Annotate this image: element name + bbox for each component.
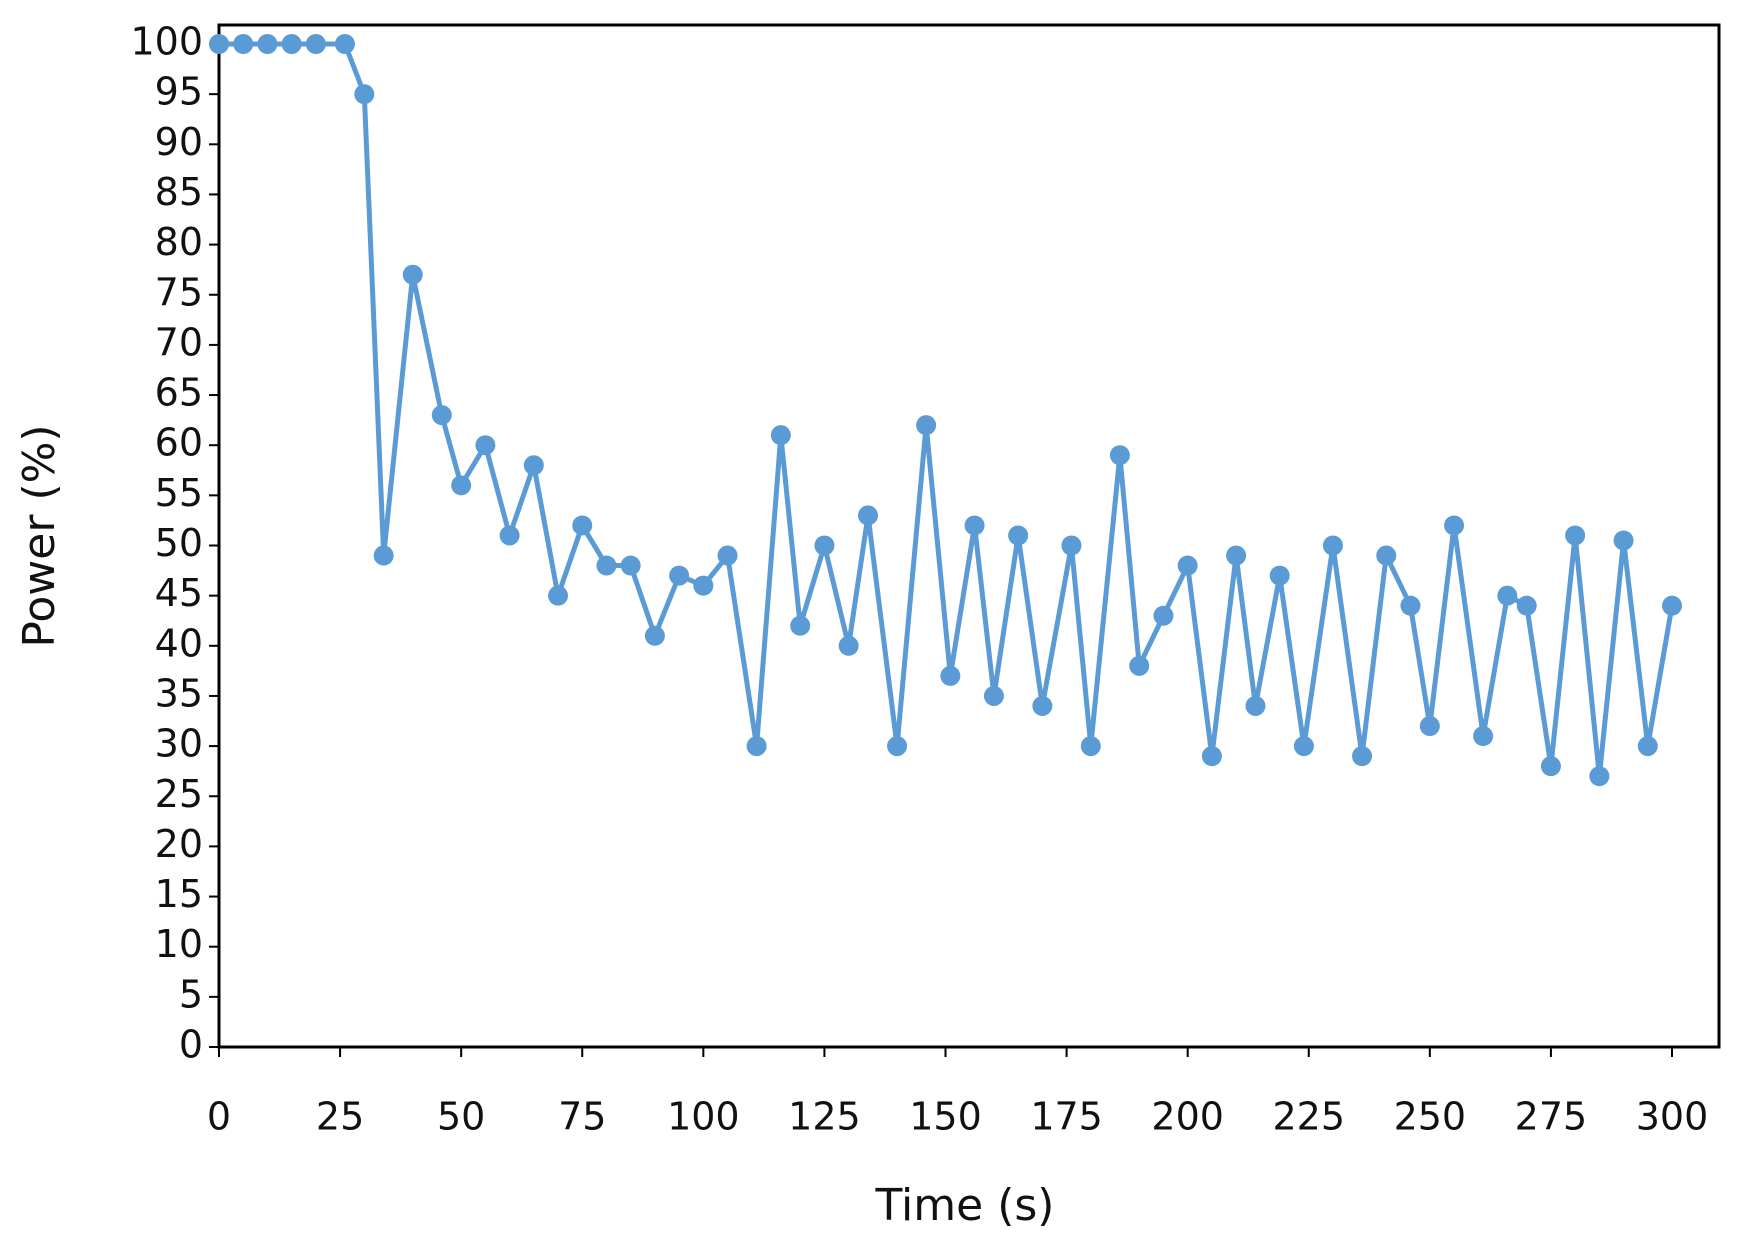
data-point — [1177, 555, 1198, 576]
x-tick-label: 125 — [788, 1095, 861, 1139]
y-axis-title: Power (%) — [14, 424, 65, 647]
data-point — [354, 84, 375, 105]
data-point — [1444, 515, 1465, 536]
y-tick-label: 50 — [155, 521, 203, 565]
data-point — [1352, 746, 1373, 767]
x-tick-label: 275 — [1515, 1095, 1588, 1139]
y-tick-label: 85 — [155, 170, 203, 214]
data-point — [887, 736, 908, 757]
data-point — [620, 555, 641, 576]
data-point — [1637, 736, 1658, 757]
data-point — [838, 635, 859, 656]
data-point — [1201, 746, 1222, 767]
data-point — [1032, 695, 1053, 716]
data-point — [334, 34, 355, 54]
data-point — [1269, 565, 1290, 586]
data-point — [1400, 595, 1421, 616]
data-point — [693, 575, 714, 596]
y-tick-label: 75 — [155, 270, 203, 314]
data-point — [596, 555, 617, 576]
data-point — [669, 565, 690, 586]
data-point — [257, 34, 278, 54]
data-point — [1293, 736, 1314, 757]
y-tick-label: 90 — [155, 120, 203, 164]
x-tick-label: 25 — [316, 1095, 364, 1139]
y-tick-label: 70 — [155, 320, 203, 364]
data-point — [717, 545, 738, 566]
data-point — [1226, 545, 1247, 566]
data-point — [1376, 545, 1397, 566]
data-point — [814, 535, 835, 556]
data-point — [431, 405, 452, 426]
data-point — [1662, 595, 1682, 616]
data-point — [644, 625, 665, 646]
y-tick-label: 95 — [155, 70, 203, 114]
y-tick-label: 100 — [130, 20, 203, 64]
data-point — [1061, 535, 1082, 556]
data-point — [1589, 766, 1610, 787]
data-point — [746, 736, 767, 757]
data-point — [1516, 595, 1537, 616]
data-point — [373, 545, 394, 566]
data-point — [1129, 655, 1150, 676]
x-tick-label: 250 — [1394, 1095, 1467, 1139]
data-point — [475, 435, 496, 456]
data-point — [1540, 756, 1561, 777]
y-tick-label: 60 — [155, 421, 203, 465]
y-tick-label: 45 — [155, 571, 203, 615]
data-point — [1245, 695, 1266, 716]
y-tick-label: 5 — [179, 972, 203, 1016]
y-tick-label: 35 — [155, 671, 203, 715]
x-tick-label: 100 — [667, 1095, 740, 1139]
x-tick-label: 75 — [558, 1095, 606, 1139]
data-point — [499, 525, 520, 546]
data-point — [572, 515, 593, 536]
y-tick-label: 20 — [155, 822, 203, 866]
y-tick-label: 25 — [155, 772, 203, 816]
data-point — [790, 615, 811, 636]
y-tick-label: 10 — [155, 922, 203, 966]
x-tick-label: 50 — [437, 1095, 485, 1139]
plot-frame — [217, 23, 1721, 1049]
y-tick-label: 40 — [155, 621, 203, 665]
y-tick-label: 15 — [155, 872, 203, 916]
data-point — [233, 34, 254, 54]
data-point — [305, 34, 326, 54]
y-tick-label: 30 — [155, 722, 203, 766]
data-point — [964, 515, 985, 536]
x-tick-label: 175 — [1030, 1095, 1103, 1139]
data-point — [523, 455, 544, 476]
data-point — [209, 34, 229, 54]
y-tick-label: 0 — [179, 1023, 203, 1067]
data-point — [1008, 525, 1029, 546]
x-axis-title: Time (s) — [875, 1180, 1055, 1231]
data-point — [858, 505, 879, 526]
y-tick-label: 65 — [155, 371, 203, 415]
data-point — [1153, 605, 1174, 626]
data-point — [1080, 736, 1101, 757]
data-point — [1109, 445, 1130, 466]
data-point — [1613, 530, 1634, 551]
data-point — [451, 475, 472, 496]
x-tick-label: 225 — [1272, 1095, 1345, 1139]
data-point — [983, 685, 1004, 706]
data-point — [548, 585, 569, 606]
y-tick-label: 55 — [155, 471, 203, 515]
data-point — [1497, 585, 1518, 606]
y-tick-label: 80 — [155, 220, 203, 264]
data-point — [1473, 726, 1494, 747]
x-tick-label: 150 — [909, 1095, 982, 1139]
x-tick-label: 300 — [1636, 1095, 1709, 1139]
data-point — [940, 665, 961, 686]
x-tick-label: 200 — [1151, 1095, 1224, 1139]
data-point — [916, 415, 937, 436]
data-point — [281, 34, 302, 54]
data-point — [1322, 535, 1343, 556]
data-point — [770, 425, 791, 446]
data-point — [1419, 716, 1440, 737]
data-point — [1565, 525, 1586, 546]
data-point — [402, 264, 423, 285]
x-tick-label: 0 — [207, 1095, 231, 1139]
